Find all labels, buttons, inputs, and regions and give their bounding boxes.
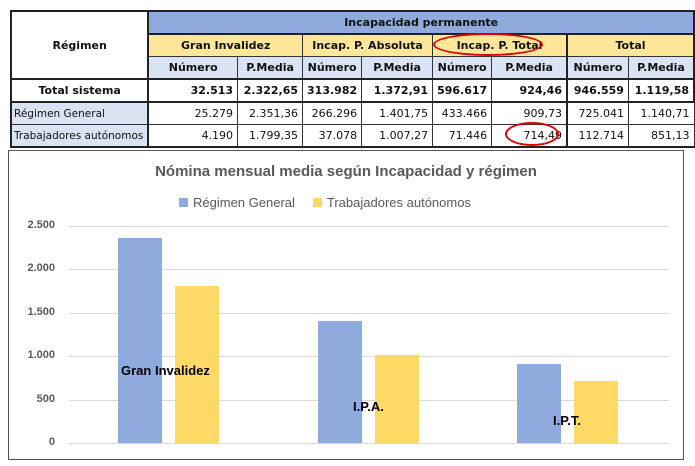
chart-title: Nómina mensual media según Incapacidad y…: [155, 163, 537, 180]
cell: 32.513: [147, 78, 239, 103]
subcol-numero: Número: [566, 56, 629, 80]
table-row: Total sistema 32.513 2.322,65 313.982 1.…: [9, 78, 695, 103]
cell: 909,73: [491, 101, 569, 125]
cat-header-gi: Gran Invalidez: [147, 33, 304, 57]
bar-chart: Nómina mensual media según Incapacidad y…: [8, 150, 684, 460]
gridline: [69, 400, 669, 401]
cell: 266.296: [302, 101, 363, 125]
gridline: [69, 269, 669, 270]
cell: 1.007,27: [361, 124, 434, 148]
gridline: [69, 443, 669, 444]
row-label: Régimen General: [9, 101, 150, 125]
group-header: Incapacidad permanente: [147, 10, 695, 35]
cell: 946.559: [566, 78, 629, 103]
row-label: Total sistema: [9, 78, 150, 103]
category-label: I.P.T.: [553, 413, 581, 428]
subcol-pmedia: P.Media: [361, 56, 434, 80]
cell: 1.401,75: [361, 101, 434, 125]
cell: 4.190: [147, 124, 239, 148]
bar-ipt-autonomos: [574, 381, 618, 443]
legend-item-autonomos: Trabajadores autónomos: [312, 195, 471, 210]
y-tick: 500: [36, 393, 55, 405]
cell: 1.372,91: [361, 78, 434, 103]
legend-swatch-blue: [179, 198, 188, 207]
cell: 2.322,65: [237, 78, 304, 103]
bar-ipa-regimen-general: [318, 321, 362, 443]
subcol-pmedia: P.Media: [627, 56, 695, 80]
bar-ipa-autonomos: [375, 355, 419, 443]
y-tick: 1.500: [27, 306, 55, 318]
cell: 71.446: [432, 124, 493, 148]
cell: 596.617: [432, 78, 493, 103]
regimen-header: Régimen: [9, 10, 150, 80]
legend-label: Régimen General: [193, 195, 295, 210]
y-tick: 1.000: [27, 349, 55, 361]
category-label: Gran Invalidez: [121, 363, 210, 378]
cell: 2.351,36: [237, 101, 304, 125]
cell: 112.714: [566, 124, 629, 148]
subcol-numero: Número: [147, 56, 239, 80]
subcol-pmedia: P.Media: [491, 56, 569, 80]
legend-label: Trabajadores autónomos: [326, 195, 471, 210]
cell: 725.041: [566, 101, 629, 125]
cell: 714,49: [491, 124, 569, 148]
cat-header-total: Total: [566, 33, 695, 57]
subcol-pmedia: P.Media: [237, 56, 304, 80]
table-row: Trabajadores autónomos 4.190 1.799,35 37…: [9, 124, 695, 148]
y-tick: 2.000: [27, 262, 55, 274]
cell: 37.078: [302, 124, 363, 148]
y-tick: 0: [48, 436, 55, 448]
cat-header-ipa: Incap. P. Absoluta: [302, 33, 434, 57]
cell: 1.799,35: [237, 124, 304, 148]
cell: 1.140,71: [627, 101, 695, 125]
legend-swatch-yellow: [312, 198, 322, 207]
cell: 433.466: [432, 101, 493, 125]
pension-table: Régimen Incapacidad permanente Gran Inva…: [9, 10, 695, 148]
chart-legend: Régimen General Trabajadores autónomos: [179, 195, 471, 210]
bar-ipt-regimen-general: [517, 364, 561, 443]
bar-gi-autonomos: [175, 286, 219, 443]
cat-header-ipt: Incap. P. Total: [432, 33, 569, 57]
subcol-numero: Número: [302, 56, 363, 80]
bar-gi-regimen-general: [118, 238, 162, 443]
row-label: Trabajadores autónomos: [9, 124, 150, 148]
cell: 25.279: [147, 101, 239, 125]
legend-item-regimen-general: Régimen General: [179, 195, 295, 210]
cell: 851,13: [627, 124, 695, 148]
cell: 1.119,58: [627, 78, 695, 103]
category-label: I.P.A.: [353, 399, 384, 414]
subcol-numero: Número: [432, 56, 493, 80]
gridline: [69, 226, 669, 227]
cell: 313.982: [302, 78, 363, 103]
gridline: [69, 356, 669, 357]
cell: 924,46: [491, 78, 569, 103]
gridline: [69, 313, 669, 314]
y-tick: 2.500: [27, 219, 55, 231]
table-row: Régimen General 25.279 2.351,36 266.296 …: [9, 101, 695, 125]
